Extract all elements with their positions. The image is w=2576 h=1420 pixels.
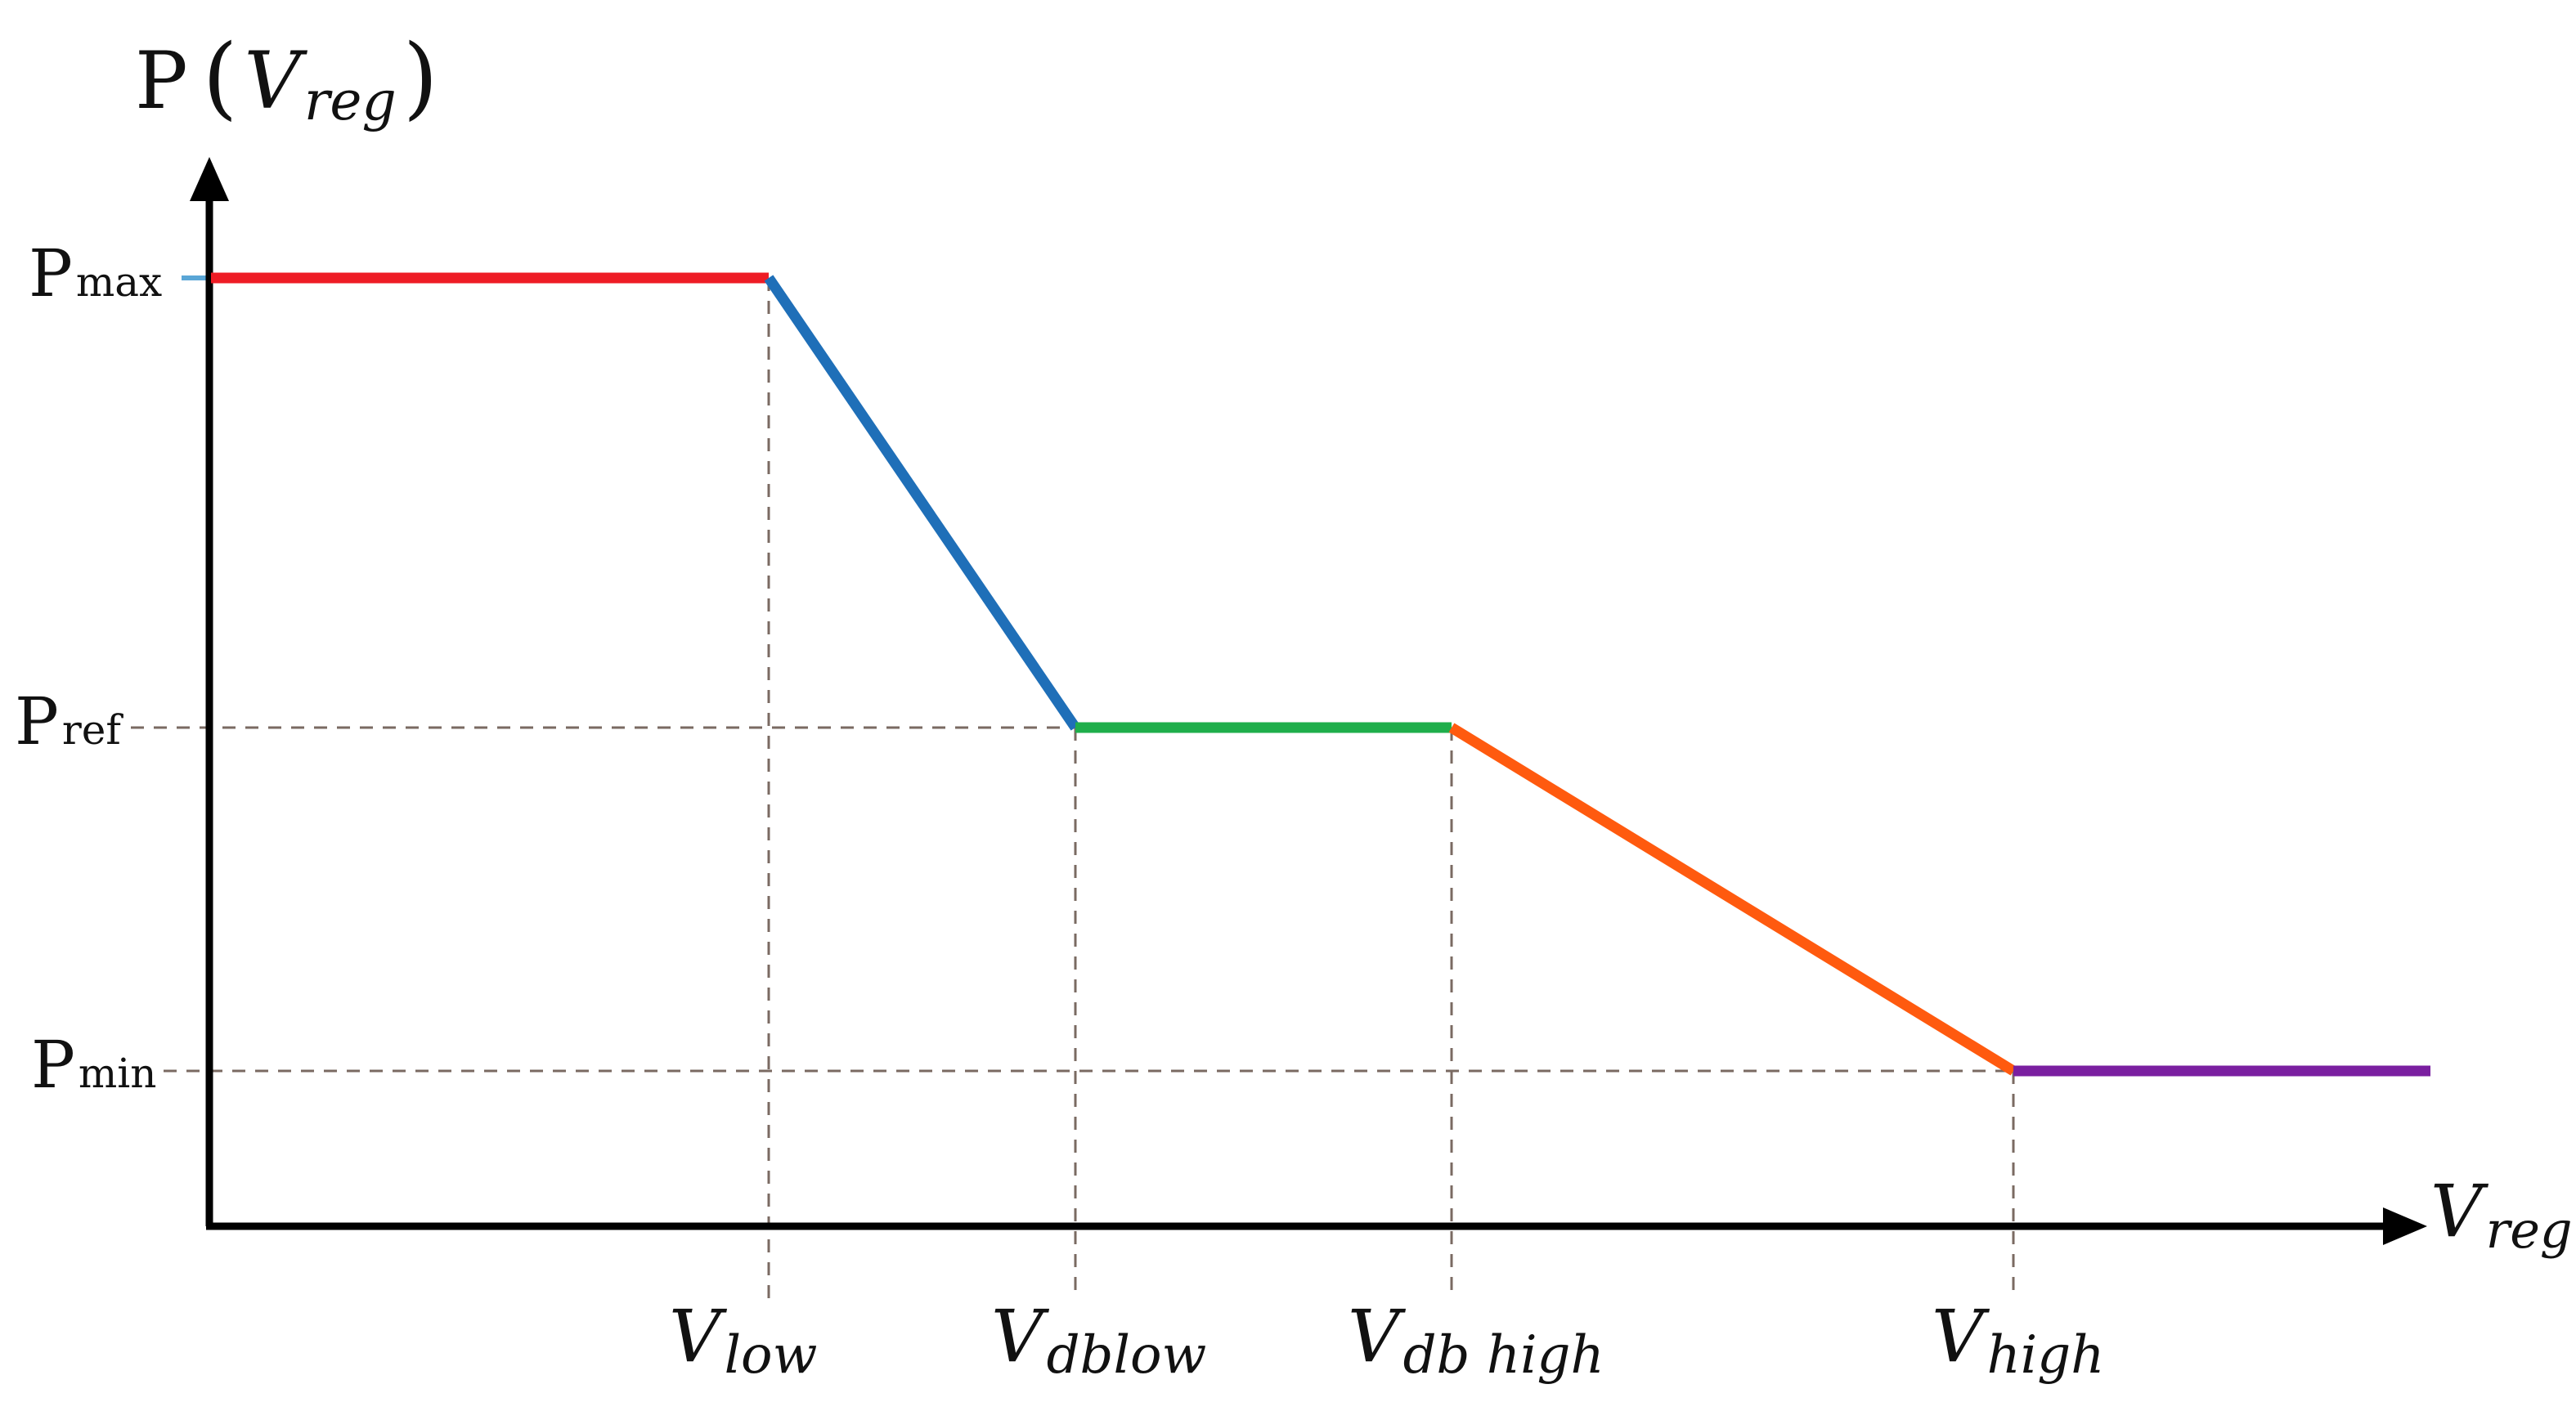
breakpoint-label-vlow: V low [669, 1294, 817, 1386]
level-label-pmax: P max [29, 235, 162, 311]
axes [190, 157, 2427, 1245]
x-axis-arrowhead [2383, 1207, 2427, 1245]
segment-high-slope [1448, 723, 2017, 1076]
y-axis-arrowhead [190, 157, 229, 201]
level-label-pmin: P min [31, 1027, 156, 1103]
breakpoint-label-vhigh: V high [1932, 1294, 2104, 1386]
level-label-pref: P ref [15, 683, 123, 759]
guide-lines [131, 275, 2015, 1300]
breakpoint-label-vdblow: V dblow [991, 1294, 1206, 1386]
y-axis-label: P ( V reg ) [135, 25, 438, 132]
characteristic-curve [211, 272, 2430, 1077]
breakpoint-label-vdbhigh: V db high [1348, 1294, 1604, 1386]
segment-low-slope [764, 275, 1080, 731]
x-axis-label: V reg [2430, 1169, 2573, 1260]
